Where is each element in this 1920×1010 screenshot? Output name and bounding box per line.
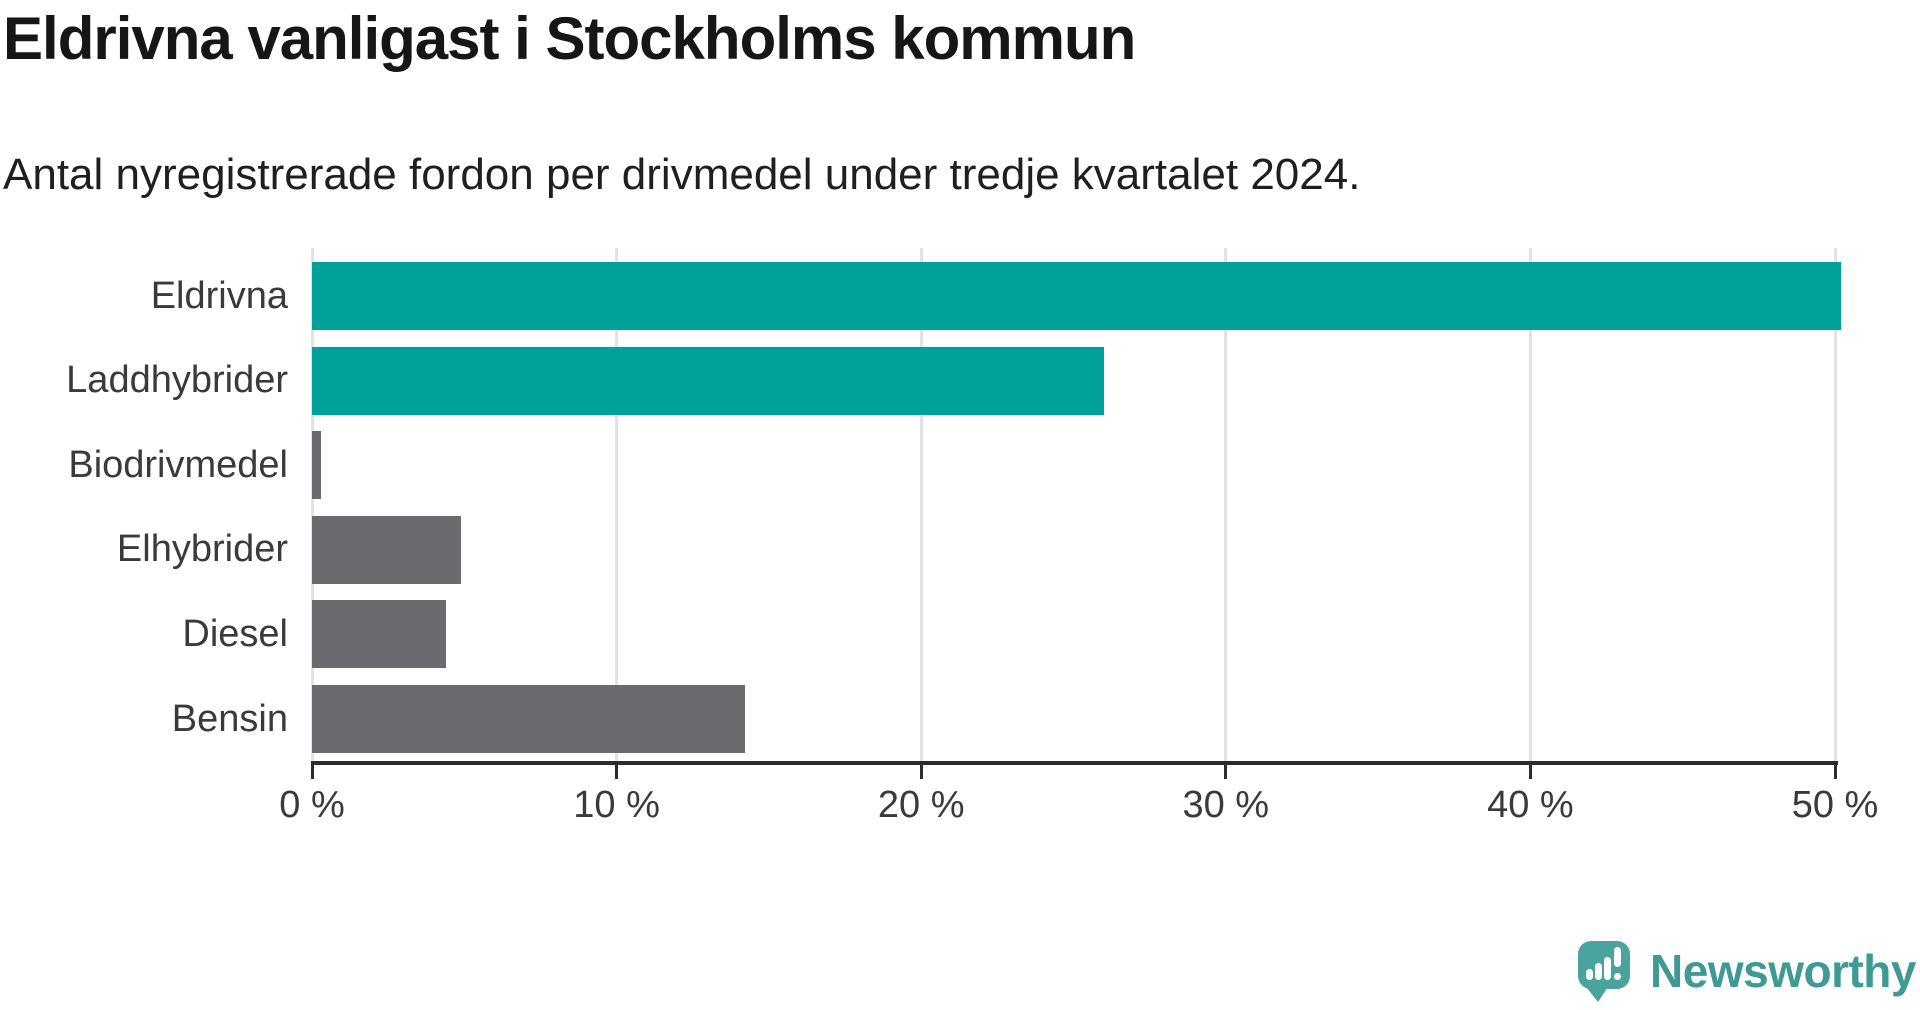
axis-tick: [1833, 765, 1837, 779]
speech-bubble-tail: [1586, 987, 1609, 1002]
newsworthy-speech-bubble-chart-icon: [1578, 941, 1631, 1002]
category-label: Biodrivmedel: [68, 443, 288, 486]
axis-tick: [1224, 765, 1228, 779]
category-label: Elhybrider: [116, 528, 288, 571]
gridline: [1224, 248, 1228, 763]
bar: [312, 262, 1842, 330]
bar: [312, 431, 322, 500]
category-label: Bensin: [171, 697, 288, 740]
category-label: Diesel: [182, 612, 288, 655]
axis-tick: [919, 765, 923, 779]
gridline: [919, 248, 923, 763]
gridline: [310, 248, 314, 763]
x-tick-label: 10 %: [573, 784, 660, 826]
category-label: Laddhybrider: [66, 359, 288, 402]
bar: [312, 600, 447, 669]
logo-wordmark: Newsworthy: [1650, 945, 1916, 997]
chart-title: Eldrivna vanligast i Stockholms kommun: [3, 5, 1136, 72]
logo-exclamation-dot-icon: [1614, 973, 1622, 980]
gridline: [1528, 248, 1532, 763]
newsworthy-logo: Newsworthy: [1578, 938, 1916, 1004]
bar: [312, 515, 462, 584]
x-tick-label: 30 %: [1182, 784, 1270, 826]
gridline: [1833, 248, 1837, 763]
bar: [312, 346, 1104, 415]
x-axis-line: [311, 761, 1838, 765]
logo-bar-icon: [1595, 963, 1603, 980]
chart-subtitle: Antal nyregistrerade fordon per drivmede…: [3, 150, 1361, 199]
axis-tick: [615, 765, 619, 779]
logo-bar-icon: [1586, 969, 1594, 980]
axis-tick: [310, 765, 314, 779]
x-tick-label: 50 %: [1791, 784, 1879, 826]
x-tick-label: 20 %: [877, 784, 965, 826]
axis-tick: [1528, 765, 1532, 779]
category-label: Eldrivna: [150, 274, 288, 317]
x-tick-label: 0 %: [279, 784, 345, 826]
bar: [312, 685, 745, 753]
logo-bar-icon: [1604, 957, 1612, 980]
x-tick-label: 40 %: [1487, 784, 1574, 826]
logo-exclamation-icon: [1614, 947, 1622, 967]
gridline: [615, 248, 619, 763]
